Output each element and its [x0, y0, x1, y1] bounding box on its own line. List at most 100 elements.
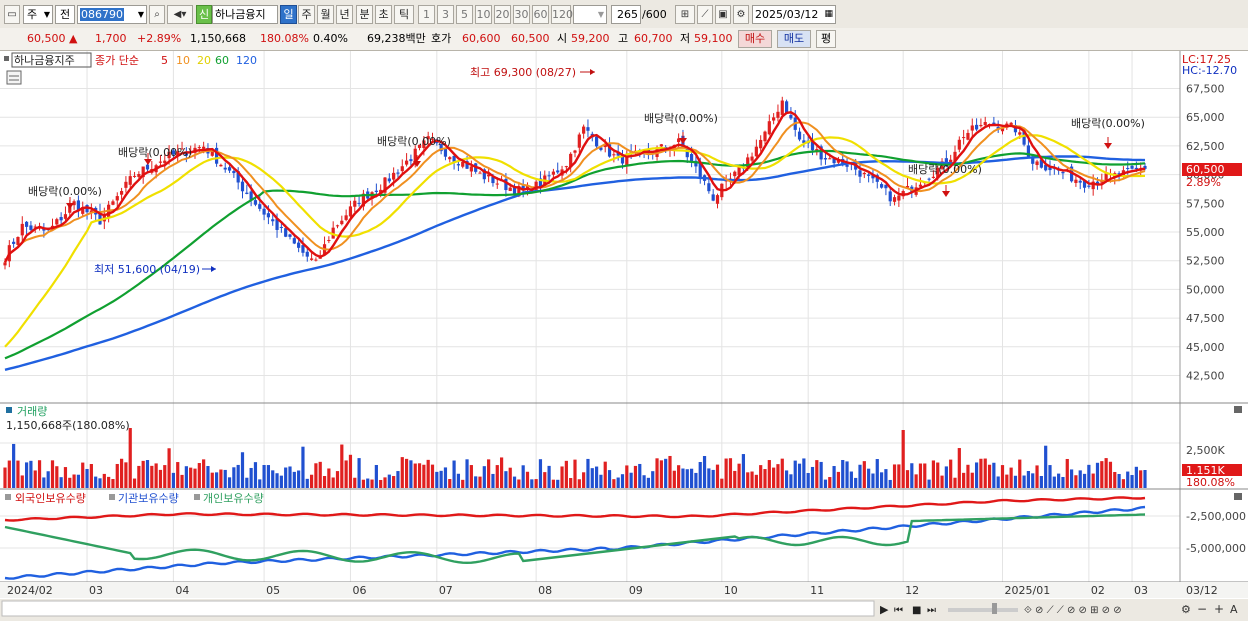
candle-body — [76, 200, 81, 211]
volume-title[interactable]: 거래량 — [17, 405, 47, 418]
price-y-tick: 57,500 — [1186, 197, 1225, 210]
dividend-annotation: 배당락(0.00%) — [28, 185, 102, 198]
volume-bar — [404, 458, 409, 488]
individual-holdings-line — [4, 513, 1146, 565]
candle-body — [573, 150, 577, 153]
stock-code-value: 086790 — [80, 8, 124, 21]
legend-individual[interactable]: 개인보유수량 — [203, 492, 264, 505]
market-type-select[interactable]: 주 ▼ — [23, 5, 53, 24]
legend-ma120[interactable]: 120 — [236, 54, 257, 67]
volume-bar — [728, 458, 733, 488]
legend-ma20[interactable]: 20 — [197, 54, 211, 67]
candle-body — [685, 148, 689, 158]
legend-institution[interactable]: 기관보유수량 — [118, 492, 179, 505]
date-input[interactable]: 2025/03/12 ▦ — [752, 5, 836, 24]
period-week-button[interactable]: 주 — [298, 5, 315, 24]
buy-button[interactable]: 매수 — [738, 30, 772, 48]
candle-body — [525, 185, 530, 189]
x-axis-label: 07 — [439, 584, 453, 597]
volume-bar — [620, 474, 625, 488]
legend-ma10[interactable]: 10 — [176, 54, 190, 67]
legend-ma60[interactable]: 60 — [215, 54, 229, 67]
volume-bar — [85, 468, 89, 488]
zoom-icons[interactable]: ⟐ ⊘ ⟋ ⟋ ⊘ ⊘ ⊞ ⊘ ⊘ — [1024, 605, 1122, 616]
volume-bar — [512, 476, 517, 488]
volume-bar — [797, 463, 802, 488]
ma10-line — [4, 121, 1146, 263]
auto-icon[interactable]: A — [1230, 603, 1238, 616]
speaker-icon[interactable]: ◀▾ — [167, 5, 193, 24]
volume-bar — [582, 472, 586, 488]
candle-body — [784, 101, 789, 114]
legend-stock-name[interactable]: 하나금융지주 — [14, 53, 75, 67]
holdings-close-icon[interactable] — [1234, 493, 1242, 500]
rewind-icon[interactable]: ⏮ — [894, 605, 903, 616]
open-price: 59,200 — [571, 32, 610, 45]
price-y-axis: 67,50065,00062,50060,00057,50055,00052,5… — [1186, 83, 1225, 383]
period-year-button[interactable]: 년 — [336, 5, 353, 24]
period-month-button[interactable]: 월 — [317, 5, 334, 24]
candle-body — [620, 155, 625, 164]
candle-body — [137, 174, 141, 177]
stock-code-input[interactable]: 086790 ▼ — [77, 5, 147, 24]
ask-price: 60,600 — [462, 32, 501, 45]
volume-bar — [949, 459, 953, 488]
volume-bar — [905, 470, 910, 488]
interval-30-button[interactable]: 30 — [513, 5, 530, 24]
stop-icon[interactable]: ■ — [912, 605, 921, 616]
candle-body — [309, 258, 314, 260]
volume-value-label: 1,150,668주(180.08%) — [6, 419, 130, 432]
volume-bar — [322, 476, 327, 488]
chart-area[interactable]: 최고 69,300 (08/27) 최저 51,600 (04/19) 배당락(0.… — [0, 51, 1248, 621]
settings-icon[interactable]: ⚙ — [1181, 603, 1191, 616]
period-second-button[interactable]: 초 — [375, 5, 392, 24]
interval-1-button[interactable]: 1 — [418, 5, 435, 24]
interval-120-button[interactable]: 120 — [551, 5, 573, 24]
drawing-tool-icon[interactable]: ⟋ — [697, 5, 713, 24]
gear-icon[interactable]: ⚙ — [733, 5, 749, 24]
search-icon[interactable]: ⌕ — [149, 5, 165, 24]
display-count-input[interactable]: 265 — [611, 5, 641, 24]
zoom-in-icon[interactable]: + — [1214, 602, 1224, 616]
exchange-select[interactable]: 전 — [55, 5, 75, 24]
save-icon[interactable]: ▣ — [715, 5, 731, 24]
custom-interval-select[interactable]: ▼ — [573, 5, 607, 24]
volume-bar — [1005, 474, 1009, 488]
candle-body — [538, 178, 543, 188]
period-tick-button[interactable]: 틱 — [394, 5, 414, 24]
volume-close-icon[interactable] — [1234, 406, 1242, 413]
eval-button[interactable]: 평 — [816, 30, 836, 48]
layout-icon[interactable]: ▭ — [4, 5, 20, 24]
volume-bar — [802, 458, 806, 488]
interval-3-button[interactable]: 3 — [437, 5, 454, 24]
candle-body — [68, 205, 72, 213]
zoom-slider[interactable] — [948, 608, 1018, 612]
scroll-track[interactable] — [1, 600, 875, 617]
volume-bar — [776, 464, 780, 488]
fast-forward-icon[interactable]: ⏭ — [927, 605, 936, 616]
volume-bar — [266, 465, 271, 488]
zoom-out-icon[interactable]: − — [1197, 602, 1207, 616]
volume-bar — [547, 465, 551, 488]
interval-60-button[interactable]: 60 — [532, 5, 549, 24]
volume-bar — [1026, 470, 1031, 488]
sell-button[interactable]: 매도 — [777, 30, 811, 48]
volume-bar — [1087, 464, 1091, 488]
volume-bar — [836, 471, 841, 488]
candle-body — [854, 163, 858, 170]
legend-foreign[interactable]: 외국인보유수량 — [15, 492, 86, 505]
volume-bar — [167, 448, 171, 488]
interval-10-button[interactable]: 10 — [475, 5, 492, 24]
zoom-slider-handle[interactable] — [992, 603, 997, 614]
period-minute-button[interactable]: 분 — [356, 5, 373, 24]
table-icon[interactable] — [6, 70, 22, 85]
chart-settings-icon[interactable]: ⊞ — [675, 5, 695, 24]
interval-20-button[interactable]: 20 — [494, 5, 511, 24]
period-day-button[interactable]: 일 — [280, 5, 297, 24]
dividend-annotation: 배당락(0.00%) — [1071, 117, 1145, 130]
candle-body — [184, 151, 188, 156]
candle-body — [387, 178, 391, 182]
legend-ma5[interactable]: 5 — [161, 54, 168, 67]
interval-5-button[interactable]: 5 — [456, 5, 473, 24]
play-icon[interactable]: ▶ — [880, 603, 889, 616]
